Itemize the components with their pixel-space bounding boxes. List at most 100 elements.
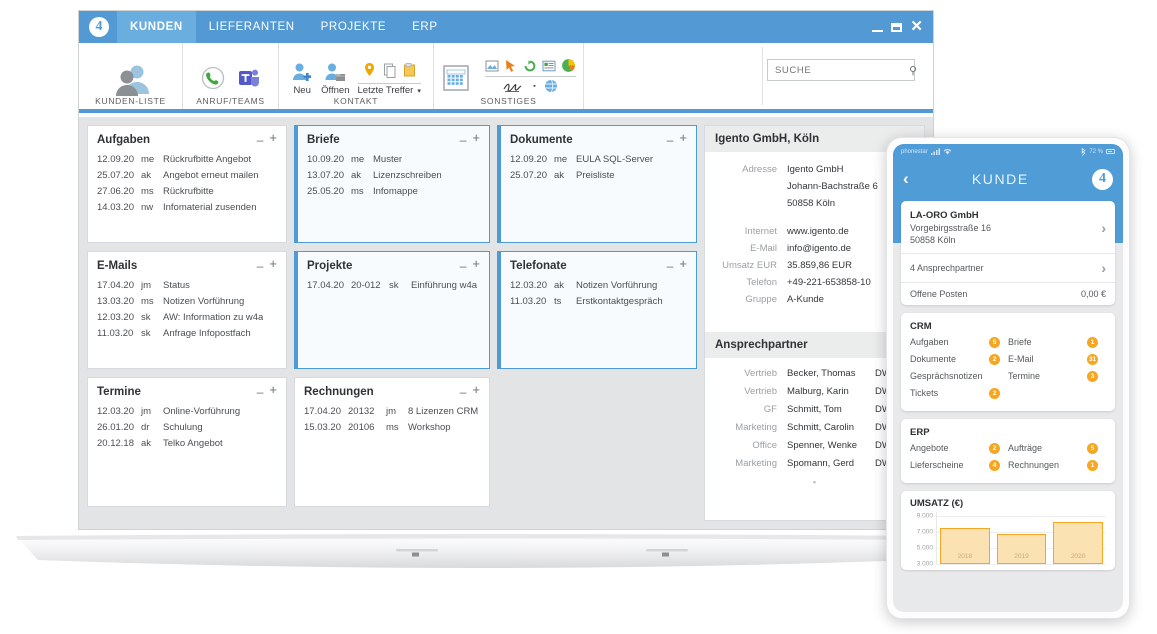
erp-item-angebote[interactable]: Angebote 2 — [910, 440, 1008, 457]
list-item[interactable]: 17.04.20 20132 jm 8 Lizenzen CRM — [304, 404, 480, 420]
collapse-button[interactable]: – — [459, 385, 467, 399]
list-item[interactable]: 12.09.20 me Rückrufbitte Angebot — [97, 152, 277, 168]
collapse-button[interactable]: – — [459, 259, 467, 273]
expand-button[interactable]: + — [679, 130, 687, 145]
search-box[interactable]: ⚲ — [767, 59, 918, 81]
collapse-button[interactable]: – — [666, 133, 674, 147]
crm-item-tickets[interactable]: Tickets 2 — [910, 385, 1008, 402]
field-value[interactable]: www.igento.de — [787, 226, 849, 237]
list-item[interactable]: 26.01.20 dr Schulung — [97, 420, 277, 436]
list-item[interactable]: 27.06.20 ms Rückrufbitte — [97, 184, 277, 200]
list-item[interactable]: 11.03.20 sk Anfrage Infopostfach — [97, 326, 277, 342]
bar[interactable]: 2019 — [996, 534, 1047, 564]
crm-item-termine[interactable]: Termine 3 — [1008, 368, 1106, 385]
teams-button[interactable] — [237, 66, 261, 90]
card-termine[interactable]: Termine – + 12.03.20 jm Online-Vorführun… — [87, 377, 287, 507]
list-item[interactable]: 13.07.20 ak Lizenzschreiben — [307, 168, 480, 184]
list-item[interactable]: 11.03.20 ts Erstkontaktgespräch — [510, 294, 687, 310]
sonstiges-tools-button[interactable]: ▪ — [485, 58, 576, 93]
expand-button[interactable]: + — [269, 382, 277, 397]
expand-button[interactable]: + — [679, 256, 687, 271]
collapse-button[interactable]: – — [256, 133, 264, 147]
crm-item-gespraechsnotizen[interactable]: Gesprächsnotizen — [910, 368, 1008, 385]
chevron-down-icon[interactable]: ▾ — [417, 87, 421, 95]
expand-button[interactable]: + — [472, 382, 480, 397]
maximize-icon[interactable] — [891, 22, 903, 32]
calendar-button[interactable] — [441, 63, 471, 93]
contacts-row[interactable]: 4 Ansprechpartner › — [901, 253, 1115, 282]
field-value[interactable]: +49-221-653858-10 — [787, 277, 871, 288]
tab-lieferanten[interactable]: LIEFERANTEN — [196, 11, 308, 43]
list-item[interactable]: 13.03.20 ms Notizen Vorführung — [97, 294, 277, 310]
card-aufgaben[interactable]: Aufgaben – + 12.09.20 me Rückrufbitte An… — [87, 125, 287, 243]
open-items-row[interactable]: Offene Posten 0,00 € — [901, 282, 1115, 305]
crm-item-briefe[interactable]: Briefe 1 — [1008, 334, 1106, 351]
more-indicator[interactable]: ▪ — [812, 477, 817, 487]
list-item[interactable]: 12.03.20 ak Notizen Vorführung — [510, 278, 687, 294]
card-emails[interactable]: E-Mails – + 17.04.20 jm Status 13.03.20 … — [87, 251, 287, 369]
card-projekte[interactable]: Projekte – + 17.04.20 20-012 sk Einführu… — [294, 251, 490, 369]
list-item[interactable]: 10.09.20 me Muster — [307, 152, 480, 168]
erp-item-lieferscheine[interactable]: Lieferscheine 4 — [910, 457, 1008, 474]
back-button[interactable]: ‹ — [903, 169, 909, 188]
table-row[interactable]: GF Schmitt, Tom DW 10 — [715, 401, 914, 419]
row-user: dr — [141, 422, 150, 433]
card-telefonate[interactable]: Telefonate – + 12.03.20 ak Notizen Vorfü… — [497, 251, 697, 369]
bar[interactable]: 2020 — [1053, 521, 1104, 564]
minimize-icon[interactable] — [872, 29, 884, 32]
list-item[interactable]: 12.03.20 sk AW: Information zu w4a — [97, 310, 277, 326]
chevron-right-icon[interactable]: › — [1101, 260, 1106, 276]
list-item[interactable]: 17.04.20 20-012 sk Einführung w4a — [307, 278, 480, 294]
customer-summary[interactable]: LA-ORO GmbH Vorgebirgsstraße 16 50858 Kö… — [901, 201, 1115, 253]
card-rechnungen[interactable]: Rechnungen – + 17.04.20 20132 jm 8 Lizen… — [294, 377, 490, 507]
expand-button[interactable]: + — [269, 130, 277, 145]
bar[interactable]: 2018 — [940, 528, 990, 564]
card-dokumente[interactable]: Dokumente – + 12.09.20 me EULA SQL-Serve… — [497, 125, 697, 243]
tab-kunden[interactable]: KUNDEN — [117, 11, 196, 43]
collapse-button[interactable]: – — [459, 133, 467, 147]
expand-button[interactable]: + — [472, 256, 480, 271]
close-icon[interactable]: ✕ — [910, 17, 923, 35]
oeffnen-button[interactable]: Öffnen — [321, 62, 350, 96]
card-briefe[interactable]: Briefe – + 10.09.20 me Muster 13.07.20 a… — [294, 125, 490, 243]
list-item[interactable]: 14.03.20 nw Infomaterial zusenden — [97, 200, 277, 216]
card-termine-title: Termine — [97, 386, 141, 398]
list-item[interactable]: 12.03.20 jm Online-Vorführung — [97, 404, 277, 420]
erp-item-auftraege[interactable]: Aufträge 5 — [1008, 440, 1106, 457]
table-row[interactable]: Marketing Spomann, Gerd DW 24 — [715, 455, 914, 473]
table-row[interactable]: Marketing Schmitt, Carolin DW 18 — [715, 419, 914, 437]
search-icon[interactable]: ⚲ — [909, 64, 918, 77]
letzte-treffer-button[interactable]: Letzte Treffer ▾ — [357, 62, 421, 96]
list-item[interactable]: 25.07.20 ak Angebot erneut mailen — [97, 168, 277, 184]
collapse-button[interactable]: – — [666, 259, 674, 273]
table-row[interactable]: Office Spenner, Wenke DW 19 — [715, 437, 914, 455]
erp-item-rechnungen[interactable]: Rechnungen 1 — [1008, 457, 1106, 474]
collapse-button[interactable]: – — [256, 259, 264, 273]
tab-lieferanten-label: LIEFERANTEN — [208, 21, 295, 33]
expand-button[interactable]: + — [269, 256, 277, 271]
list-item[interactable]: 25.07.20 ak Preisliste — [510, 168, 687, 184]
kunden-liste-button[interactable] — [111, 64, 151, 96]
chevron-right-icon[interactable]: › — [1101, 219, 1106, 236]
table-row[interactable]: Vertrieb Becker, Thomas DW 13 — [715, 365, 914, 383]
crm-item-email[interactable]: E-Mail 31 — [1008, 351, 1106, 368]
list-item[interactable]: 20.12.18 ak Telko Angebot — [97, 436, 277, 452]
customer-card[interactable]: LA-ORO GmbH Vorgebirgsstraße 16 50858 Kö… — [901, 201, 1115, 305]
list-item[interactable]: 25.05.20 ms Infomappe — [307, 184, 480, 200]
bar-category-label: 2019 — [1014, 553, 1029, 560]
expand-button[interactable]: + — [472, 130, 480, 145]
collapse-button[interactable]: – — [256, 385, 264, 399]
field-value[interactable]: info@igento.de — [787, 243, 852, 254]
neu-button[interactable]: Neu — [291, 62, 313, 96]
table-row[interactable]: Vertrieb Malburg, Karin DW 26 — [715, 383, 914, 401]
tab-erp[interactable]: ERP — [399, 11, 450, 43]
image-icon — [485, 60, 499, 71]
list-item[interactable]: 17.04.20 jm Status — [97, 278, 277, 294]
crm-item-dokumente[interactable]: Dokumente 2 — [910, 351, 1008, 368]
list-item[interactable]: 12.09.20 me EULA SQL-Server — [510, 152, 687, 168]
tab-projekte[interactable]: PROJEKTE — [308, 11, 400, 43]
anruf-button[interactable] — [201, 66, 225, 90]
search-input[interactable] — [768, 63, 909, 77]
list-item[interactable]: 15.03.20 20106 ms Workshop — [304, 420, 480, 436]
crm-item-aufgaben[interactable]: Aufgaben 5 — [910, 334, 1008, 351]
